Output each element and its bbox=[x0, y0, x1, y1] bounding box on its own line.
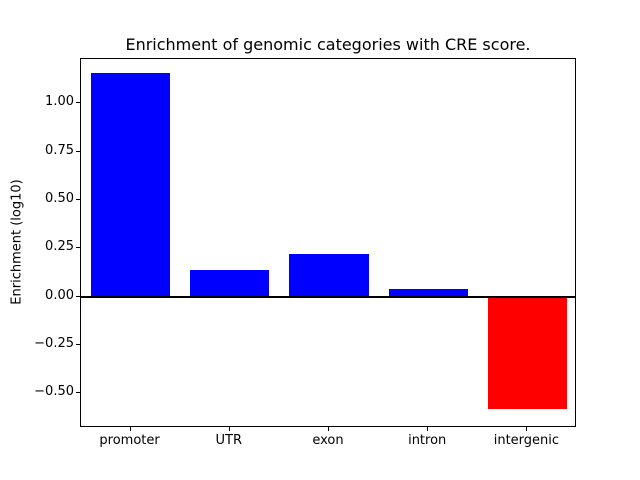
x-tick-label-intergenic: intergenic bbox=[493, 433, 560, 448]
y-tick-label: 0.75 bbox=[45, 142, 74, 158]
bar-intergenic bbox=[487, 296, 568, 409]
x-tick-mark bbox=[427, 427, 429, 431]
chart-title: Enrichment of genomic categories with CR… bbox=[125, 35, 531, 54]
x-tick-label-intron: intron bbox=[408, 433, 447, 448]
x-tick-mark bbox=[228, 427, 230, 431]
x-tick-mark bbox=[328, 427, 329, 431]
y-tick-mark bbox=[76, 247, 80, 249]
y-tick-mark bbox=[76, 199, 80, 201]
bar-promoter bbox=[90, 72, 171, 297]
zero-line bbox=[81, 295, 575, 298]
y-tick-label: 0.00 bbox=[45, 287, 74, 303]
x-tick-label-UTR: UTR bbox=[215, 433, 243, 448]
bar-exon bbox=[289, 254, 369, 297]
y-tick-label: 0.25 bbox=[45, 239, 74, 255]
bar-intron bbox=[388, 288, 468, 297]
bar-UTR bbox=[190, 269, 270, 297]
y-tick-mark bbox=[76, 392, 80, 394]
y-tick-mark bbox=[76, 343, 80, 345]
y-tick-label: 0.50 bbox=[45, 191, 74, 207]
y-tick-label: 1.00 bbox=[45, 94, 74, 110]
y-tick-mark bbox=[76, 295, 80, 297]
plot-area bbox=[80, 58, 576, 427]
x-tick-label-promoter: promoter bbox=[99, 433, 160, 448]
y-tick-mark bbox=[76, 102, 80, 104]
y-tick-label: −0.25 bbox=[34, 335, 74, 351]
x-tick-mark bbox=[526, 427, 528, 431]
y-tick-label: −0.50 bbox=[34, 384, 74, 400]
x-tick-label-exon: exon bbox=[312, 433, 344, 448]
y-tick-mark bbox=[76, 150, 80, 152]
x-tick-mark bbox=[129, 427, 131, 431]
